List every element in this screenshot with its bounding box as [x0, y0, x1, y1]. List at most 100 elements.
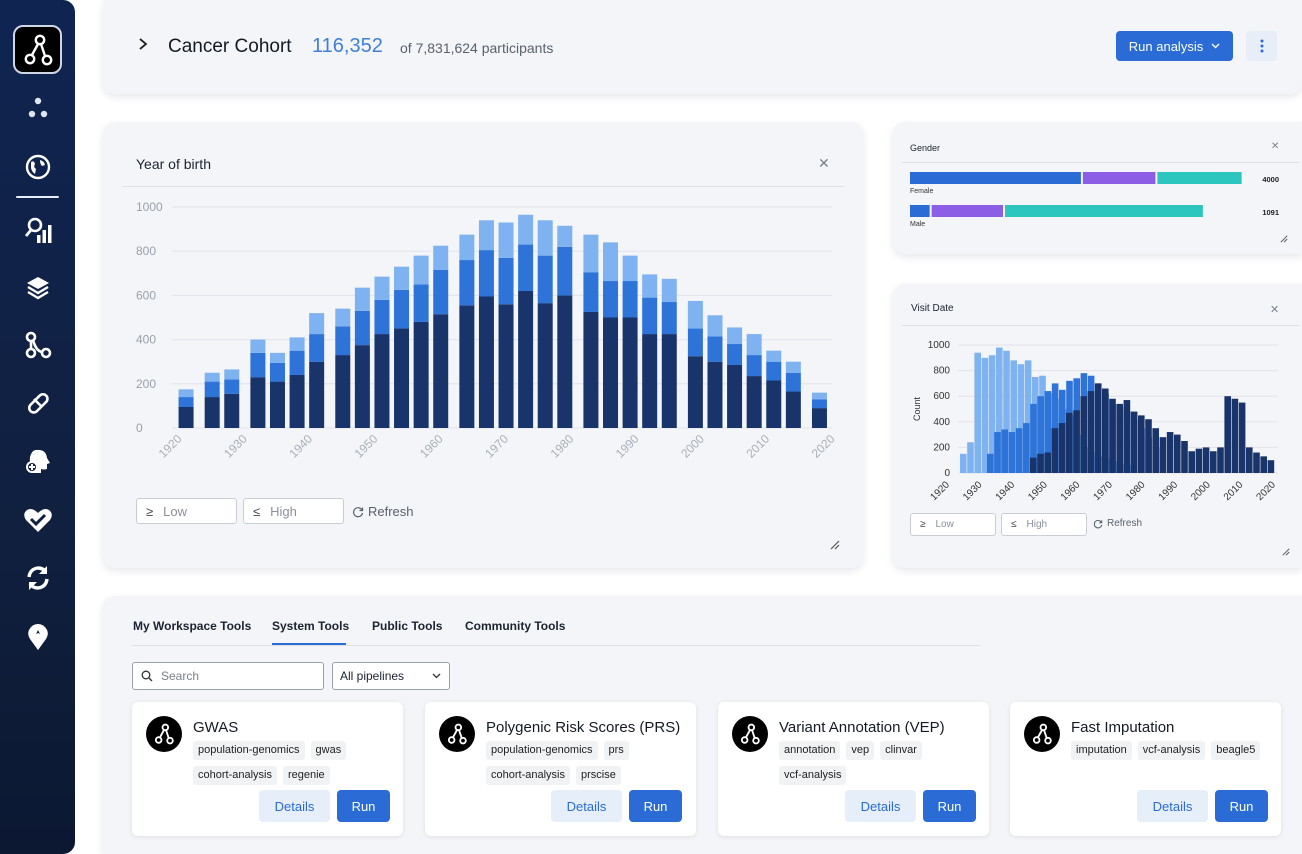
- run-button[interactable]: Run: [923, 790, 976, 822]
- histogram-bar[interactable]: [1008, 432, 1016, 473]
- bar-segment[interactable]: [309, 313, 325, 335]
- resize-handle-icon[interactable]: [1282, 548, 1290, 556]
- bar-segment[interactable]: [478, 296, 494, 428]
- head-plus-icon[interactable]: [20, 443, 56, 479]
- bar-segment[interactable]: [518, 290, 534, 428]
- bar-segment[interactable]: [557, 225, 573, 247]
- heart-check-icon[interactable]: [20, 502, 56, 538]
- bar-segment[interactable]: [727, 344, 743, 366]
- histogram-bar[interactable]: [1037, 453, 1044, 473]
- pill-icon[interactable]: [20, 385, 56, 421]
- histogram-bar[interactable]: [1174, 434, 1181, 473]
- run-button[interactable]: Run: [337, 790, 390, 822]
- histogram-bar[interactable]: [1017, 364, 1025, 473]
- histogram-bar[interactable]: [1058, 423, 1066, 473]
- histogram-bar[interactable]: [1010, 360, 1017, 473]
- gender-bar-segment[interactable]: [1005, 205, 1203, 217]
- histogram-bar[interactable]: [1094, 383, 1102, 473]
- bar-segment[interactable]: [433, 245, 449, 270]
- bar-segment[interactable]: [178, 407, 194, 428]
- histogram-bar[interactable]: [1044, 391, 1052, 473]
- bar-segment[interactable]: [204, 381, 220, 398]
- bar-segment[interactable]: [250, 377, 266, 428]
- bar-segment[interactable]: [766, 380, 782, 428]
- bar-segment[interactable]: [224, 379, 240, 394]
- bar-segment[interactable]: [707, 361, 723, 428]
- visit-high-input[interactable]: ≤ High: [1001, 513, 1087, 536]
- bar-segment[interactable]: [622, 317, 638, 429]
- histogram-bar[interactable]: [1152, 428, 1159, 473]
- histogram-bar[interactable]: [1080, 396, 1087, 473]
- histogram-bar[interactable]: [1145, 419, 1152, 473]
- bar-segment[interactable]: [661, 302, 677, 335]
- bar-segment[interactable]: [309, 334, 325, 362]
- bar-segment[interactable]: [459, 260, 475, 306]
- details-button[interactable]: Details: [259, 790, 330, 822]
- histogram-bar[interactable]: [1188, 451, 1195, 473]
- bar-segment[interactable]: [394, 266, 410, 290]
- histogram-bar[interactable]: [981, 357, 989, 473]
- run-button[interactable]: Run: [629, 790, 682, 822]
- gender-bar-segment[interactable]: [1082, 172, 1156, 184]
- histogram-bar[interactable]: [1195, 448, 1203, 473]
- histogram-bar[interactable]: [1051, 428, 1059, 473]
- bar-segment[interactable]: [374, 334, 390, 428]
- bar-segment[interactable]: [603, 317, 619, 429]
- bar-segment[interactable]: [224, 369, 240, 380]
- histogram-bar[interactable]: [1109, 398, 1116, 473]
- bar-segment[interactable]: [478, 250, 494, 297]
- histogram-bar[interactable]: [1159, 437, 1167, 473]
- bar-segment[interactable]: [394, 289, 410, 329]
- bar-segment[interactable]: [433, 314, 449, 428]
- details-button[interactable]: Details: [551, 790, 622, 822]
- histogram-bar[interactable]: [1024, 360, 1032, 473]
- histogram-bar[interactable]: [967, 442, 974, 473]
- bar-segment[interactable]: [687, 300, 703, 329]
- bar-segment[interactable]: [250, 352, 266, 378]
- bar-segment[interactable]: [289, 337, 305, 351]
- bar-segment[interactable]: [413, 321, 429, 428]
- bar-segment[interactable]: [537, 220, 553, 256]
- bar-segment[interactable]: [785, 372, 801, 392]
- histogram-bar[interactable]: [1116, 403, 1123, 473]
- gender-bar-segment[interactable]: [1157, 172, 1242, 184]
- histogram-bar[interactable]: [1238, 402, 1246, 473]
- visit-low-input[interactable]: ≥ Low: [910, 513, 996, 536]
- histogram-bar[interactable]: [1073, 410, 1080, 473]
- histogram-bar[interactable]: [1181, 441, 1188, 473]
- bar-segment[interactable]: [746, 334, 762, 356]
- histogram-bar[interactable]: [1030, 403, 1037, 473]
- bar-segment[interactable]: [707, 336, 723, 362]
- bar-segment[interactable]: [374, 299, 390, 335]
- bar-segment[interactable]: [746, 355, 762, 377]
- bar-segment[interactable]: [354, 287, 370, 311]
- tab-system-tools[interactable]: System Tools: [272, 619, 350, 633]
- histogram-bar[interactable]: [1210, 451, 1217, 473]
- bar-segment[interactable]: [727, 365, 743, 428]
- tab-my-workspace-tools[interactable]: My Workspace Tools: [133, 619, 252, 633]
- bar-segment[interactable]: [413, 284, 429, 322]
- yob-high-input[interactable]: ≤ High: [243, 498, 344, 524]
- bar-segment[interactable]: [224, 393, 240, 428]
- bar-segment[interactable]: [498, 304, 514, 428]
- bar-segment[interactable]: [335, 326, 351, 356]
- bar-segment[interactable]: [354, 345, 370, 428]
- histogram-bar[interactable]: [1130, 411, 1138, 473]
- gender-bar-segment[interactable]: [910, 205, 930, 217]
- histogram-bar[interactable]: [1267, 460, 1275, 473]
- tab-community-tools[interactable]: Community Tools: [465, 619, 566, 633]
- histogram-bar[interactable]: [1166, 432, 1174, 473]
- bar-segment[interactable]: [269, 381, 285, 428]
- details-button[interactable]: Details: [1137, 790, 1208, 822]
- bar-segment[interactable]: [622, 255, 638, 282]
- histogram-bar[interactable]: [1260, 456, 1267, 473]
- resize-handle-icon[interactable]: [830, 540, 840, 550]
- histogram-bar[interactable]: [1066, 412, 1073, 473]
- globe-icon[interactable]: [20, 149, 56, 185]
- bar-segment[interactable]: [459, 234, 475, 261]
- gender-bar-segment[interactable]: [910, 172, 1081, 184]
- bar-segment[interactable]: [537, 255, 553, 304]
- histogram-bar[interactable]: [988, 355, 996, 473]
- histogram-bar[interactable]: [996, 347, 1003, 473]
- yob-refresh-button[interactable]: Refresh: [352, 504, 414, 519]
